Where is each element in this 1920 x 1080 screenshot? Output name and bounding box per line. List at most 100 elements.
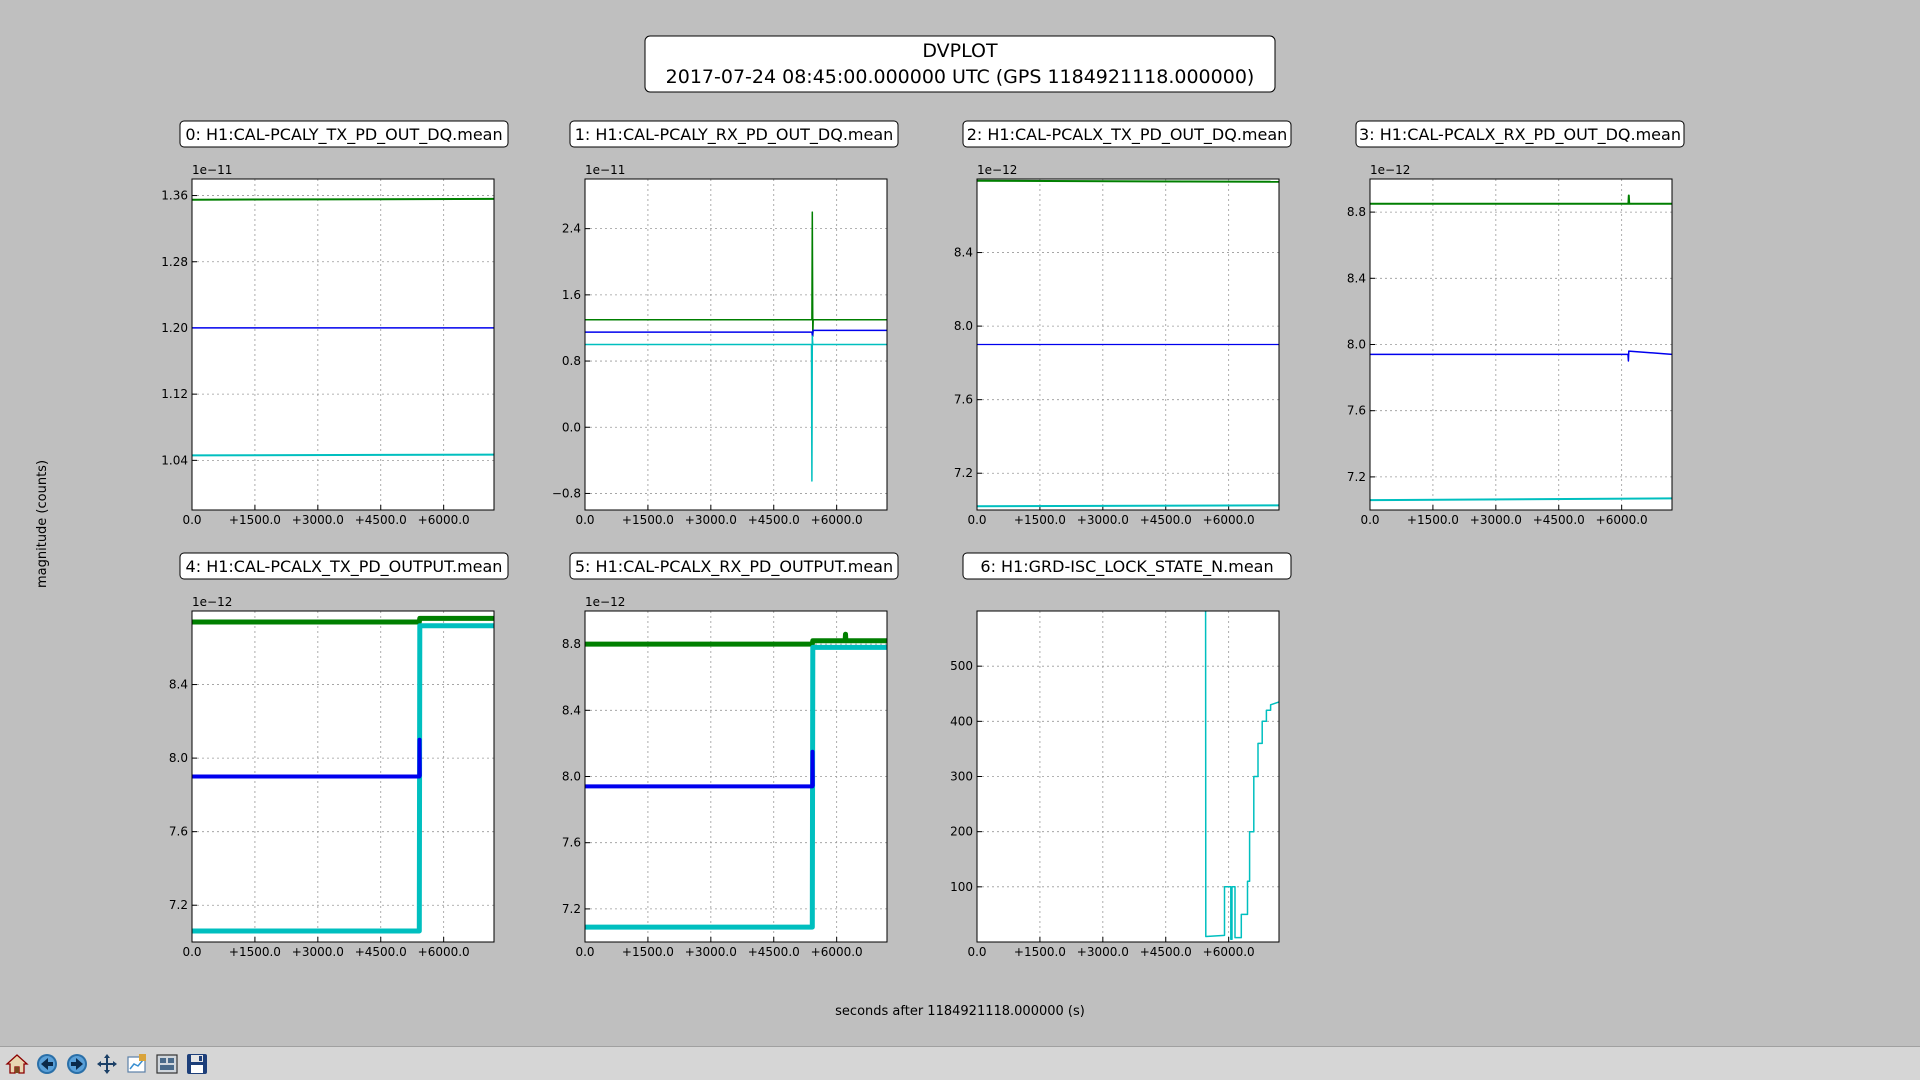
forward-button[interactable]: [64, 1051, 90, 1077]
x-tick-label: +6000.0: [418, 945, 470, 959]
home-icon: [5, 1053, 29, 1074]
x-tick-label: +4500.0: [355, 945, 407, 959]
save-button[interactable]: [184, 1051, 210, 1077]
series-group: [585, 631, 887, 930]
series-line-cyan: [585, 335, 887, 482]
x-tick-label: +3000.0: [1470, 513, 1522, 527]
x-tick-label: +4500.0: [1140, 945, 1192, 959]
plot-frame: [191, 610, 495, 943]
y-tick-label: 300: [950, 770, 973, 784]
series-group: [1370, 194, 1672, 502]
pan-button[interactable]: [94, 1051, 120, 1077]
subplots-button[interactable]: [154, 1051, 180, 1077]
series-line-green: [192, 615, 494, 625]
y-tick-label: 8.0: [169, 751, 188, 765]
x-tick-label: +3000.0: [685, 945, 737, 959]
x-tick-label: 0.0: [1360, 513, 1379, 527]
subplot-title: 0: H1:CAL-PCALY_TX_PD_OUT_DQ.mean: [185, 125, 502, 145]
y-tick-label: 1.28: [161, 255, 188, 269]
x-tick-label: 0.0: [182, 945, 201, 959]
x-tick-label: +4500.0: [748, 513, 800, 527]
subplot-title-box: [179, 120, 509, 148]
x-tick-label: +6000.0: [811, 513, 863, 527]
configure-button[interactable]: [124, 1051, 150, 1077]
subplot-1: 0.0 +1500.0 +3000.0 +4500.0 +6000.0 −0.8 0.0 0.…: [552, 120, 899, 527]
subplot-grid: 0.0 +1500.0 +3000.0 +4500.0 +6000.0 1.04 1.12 1…: [161, 120, 1685, 959]
series-line-cyan: [1370, 497, 1672, 502]
y-tick-label: 1.36: [161, 189, 188, 203]
x-tick-label: +4500.0: [1140, 513, 1192, 527]
series-group: [1204, 611, 1279, 940]
y-tick-label: 7.6: [169, 825, 188, 839]
subplot-title-box: [569, 120, 899, 148]
subplot-title-box: [962, 552, 1292, 580]
series-line-green: [585, 631, 887, 647]
series-group: [585, 211, 887, 482]
series-line-green: [1370, 194, 1672, 205]
subplot-title-box: [179, 552, 509, 580]
y-tick-label: 200: [950, 825, 973, 839]
x-tick-label: +4500.0: [1533, 513, 1585, 527]
subplot-title: 2: H1:CAL-PCALX_TX_PD_OUT_DQ.mean: [967, 125, 1288, 145]
series-line-green: [192, 197, 494, 201]
plot-frame: [584, 610, 888, 943]
y-tick-label: 7.6: [954, 393, 973, 407]
x-tick-label: +3000.0: [292, 513, 344, 527]
figure-canvas: DVPLOT 2017-07-24 08:45:00.000000 UTC (G…: [35, 35, 1685, 1019]
series-line-blue: [192, 737, 422, 779]
x-tick-label: +6000.0: [418, 513, 470, 527]
subplot-title: 3: H1:CAL-PCALX_RX_PD_OUT_DQ.mean: [1359, 125, 1681, 145]
y-tick-label: 8.4: [954, 246, 973, 260]
x-tick-label: +6000.0: [1596, 513, 1648, 527]
x-tick-label: +1500.0: [1014, 513, 1066, 527]
y-tick-label: 500: [950, 659, 973, 673]
y-tick-label: 7.2: [562, 902, 581, 916]
series-line-cyan: [977, 504, 1279, 508]
subplot-title: 6: H1:GRD-ISC_LOCK_STATE_N.mean: [980, 557, 1273, 577]
y-tick-label: 1.20: [161, 321, 188, 335]
axis-offset-text: 1e−12: [1370, 163, 1410, 177]
y-tick-label: 8.0: [562, 770, 581, 784]
subplot-title: 1: H1:CAL-PCALY_RX_PD_OUT_DQ.mean: [575, 125, 894, 145]
y-tick-label: 100: [950, 880, 973, 894]
x-tick-label: +1500.0: [622, 513, 674, 527]
subplot-3: 0.0 +1500.0 +3000.0 +4500.0 +6000.0 7.2 7.6 8.0…: [1347, 120, 1685, 527]
series-line-green: [585, 211, 887, 337]
x-tick-label: 0.0: [182, 513, 201, 527]
home-button[interactable]: [4, 1051, 30, 1077]
axis-offset-text: 1e−12: [977, 163, 1017, 177]
series-group: [192, 197, 494, 457]
y-axis-label: magnitude (counts): [35, 460, 50, 588]
x-tick-label: +1500.0: [622, 945, 674, 959]
plot-frame: [584, 178, 888, 511]
y-tick-label: 7.2: [169, 898, 188, 912]
x-tick-label: +6000.0: [1203, 945, 1255, 959]
series-line-blue: [585, 749, 815, 789]
y-tick-label: 8.0: [954, 319, 973, 333]
figure-title: DVPLOT: [922, 40, 998, 62]
y-tick-label: 7.2: [1347, 470, 1366, 484]
plot-frame: [1369, 178, 1673, 511]
figure-subtitle: 2017-07-24 08:45:00.000000 UTC (GPS 1184…: [666, 66, 1255, 88]
y-tick-label: 7.2: [954, 466, 973, 480]
subplot-title: 5: H1:CAL-PCALX_RX_PD_OUTPUT.mean: [575, 557, 893, 577]
x-tick-label: 0.0: [967, 513, 986, 527]
navigation-toolbar: [0, 1046, 1920, 1080]
plot-frame: [191, 178, 495, 511]
y-tick-label: 8.4: [562, 703, 581, 717]
y-tick-label: 8.4: [169, 678, 188, 692]
y-tick-label: 8.4: [1347, 271, 1366, 285]
series-group: [192, 615, 494, 934]
x-tick-label: +1500.0: [229, 513, 281, 527]
x-tick-label: +3000.0: [685, 513, 737, 527]
subplot-title: 4: H1:CAL-PCALX_TX_PD_OUTPUT.mean: [186, 557, 503, 577]
y-tick-label: 7.6: [1347, 404, 1366, 418]
series-line-cyan: [192, 453, 494, 457]
subplot-title-box: [1355, 120, 1685, 148]
x-tick-label: +6000.0: [1203, 513, 1255, 527]
back-button[interactable]: [34, 1051, 60, 1077]
subplot-2: 0.0 +1500.0 +3000.0 +4500.0 +6000.0 7.2 7.6 8.0…: [954, 120, 1292, 527]
subplot-title-box: [569, 552, 899, 580]
x-tick-label: 0.0: [575, 945, 594, 959]
y-tick-label: 7.6: [562, 836, 581, 850]
